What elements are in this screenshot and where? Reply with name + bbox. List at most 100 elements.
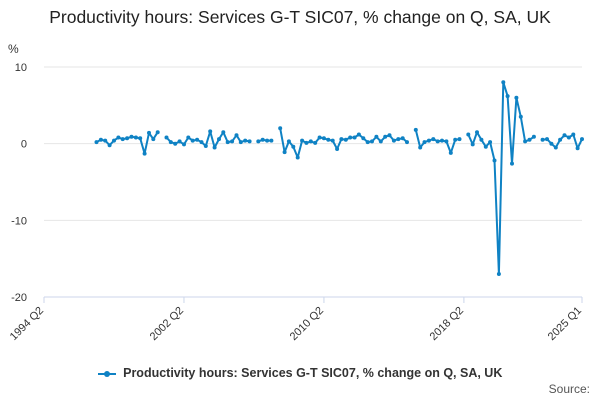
data-point <box>225 140 230 145</box>
y-tick-label: 10 <box>15 62 27 74</box>
data-point <box>444 139 449 144</box>
data-point <box>138 136 143 141</box>
data-point <box>125 136 130 141</box>
x-tick-label: 2010 Q2 <box>288 305 326 343</box>
data-point <box>98 137 103 142</box>
data-point <box>147 130 151 135</box>
data-point <box>391 138 396 143</box>
data-point <box>321 136 326 141</box>
data-point <box>383 134 388 139</box>
x-tick-label: 1994 Q2 <box>8 305 46 343</box>
data-point <box>361 136 366 141</box>
legend-label: Productivity hours: Services G-T SIC07, … <box>123 366 503 380</box>
data-point <box>448 150 453 155</box>
y-tick-label: -20 <box>11 292 27 304</box>
chart-title: Productivity hours: Services G-T SIC07, … <box>49 7 551 27</box>
data-point <box>339 137 344 142</box>
data-point <box>514 95 519 100</box>
data-point <box>186 135 191 140</box>
data-point <box>479 137 484 142</box>
y-axis-unit-label: % <box>8 42 19 56</box>
data-point <box>278 126 283 131</box>
data-point <box>426 138 431 143</box>
data-point <box>505 94 510 99</box>
data-point <box>483 144 488 149</box>
data-point <box>558 137 563 142</box>
data-point <box>475 130 479 135</box>
data-point <box>317 135 322 140</box>
data-point <box>440 138 444 143</box>
data-point <box>94 140 99 145</box>
data-point <box>435 139 440 144</box>
data-point <box>155 130 160 135</box>
data-point <box>356 132 361 137</box>
data-point <box>418 145 423 150</box>
data-point <box>203 144 208 148</box>
data-point <box>265 138 270 143</box>
data-point <box>208 129 213 134</box>
data-point <box>501 80 506 85</box>
data-point <box>400 136 405 141</box>
data-point <box>313 140 318 145</box>
data-point <box>308 139 313 144</box>
data-point <box>168 140 173 145</box>
data-point <box>142 151 147 156</box>
data-point <box>413 127 418 132</box>
data-point <box>230 139 235 144</box>
data-point <box>286 139 291 144</box>
data-point <box>387 133 392 138</box>
data-point <box>212 145 217 150</box>
data-point <box>133 135 138 140</box>
legend[interactable]: Productivity hours: Services G-T SIC07, … <box>0 366 600 380</box>
y-tick-label: -10 <box>11 215 27 227</box>
data-point <box>553 145 558 150</box>
data-point <box>173 141 178 146</box>
data-point <box>120 137 125 142</box>
data-point <box>453 137 458 142</box>
data-point <box>540 137 545 142</box>
data-point <box>374 134 379 139</box>
data-point <box>247 139 252 144</box>
x-tick-label: 2018 Q2 <box>428 305 466 343</box>
data-point <box>107 143 112 148</box>
data-point <box>221 130 226 135</box>
data-point <box>492 158 497 163</box>
data-point <box>518 114 523 119</box>
data-point <box>343 137 348 142</box>
x-tick-label: 2002 Q2 <box>148 305 186 343</box>
data-point <box>217 137 221 142</box>
series-line <box>96 81 583 275</box>
data-point <box>195 137 200 142</box>
data-point <box>182 142 186 147</box>
data-point <box>129 134 134 139</box>
data-point <box>177 139 182 144</box>
data-point <box>580 137 584 142</box>
data-point <box>549 141 554 146</box>
data-point <box>256 139 261 144</box>
data-point <box>457 137 462 142</box>
data-point <box>260 137 265 142</box>
source-link[interactable]: Source: <box>548 382 590 396</box>
data-point <box>164 135 169 140</box>
data-point <box>269 138 274 143</box>
data-point <box>575 146 580 151</box>
data-point <box>370 139 374 144</box>
data-point <box>470 142 475 147</box>
data-point <box>405 140 409 145</box>
data-point <box>348 135 353 140</box>
data-point <box>295 155 300 160</box>
data-point <box>234 133 239 138</box>
data-point <box>330 138 335 143</box>
data-point <box>566 135 571 140</box>
data-point <box>326 137 331 142</box>
data-point <box>396 137 401 142</box>
data-point <box>238 140 243 145</box>
data-point <box>282 150 287 155</box>
data-point <box>151 137 156 142</box>
data-point <box>431 137 436 142</box>
data-point <box>335 147 340 151</box>
data-point <box>545 137 549 142</box>
data-point <box>527 137 532 142</box>
data-point <box>365 140 370 145</box>
